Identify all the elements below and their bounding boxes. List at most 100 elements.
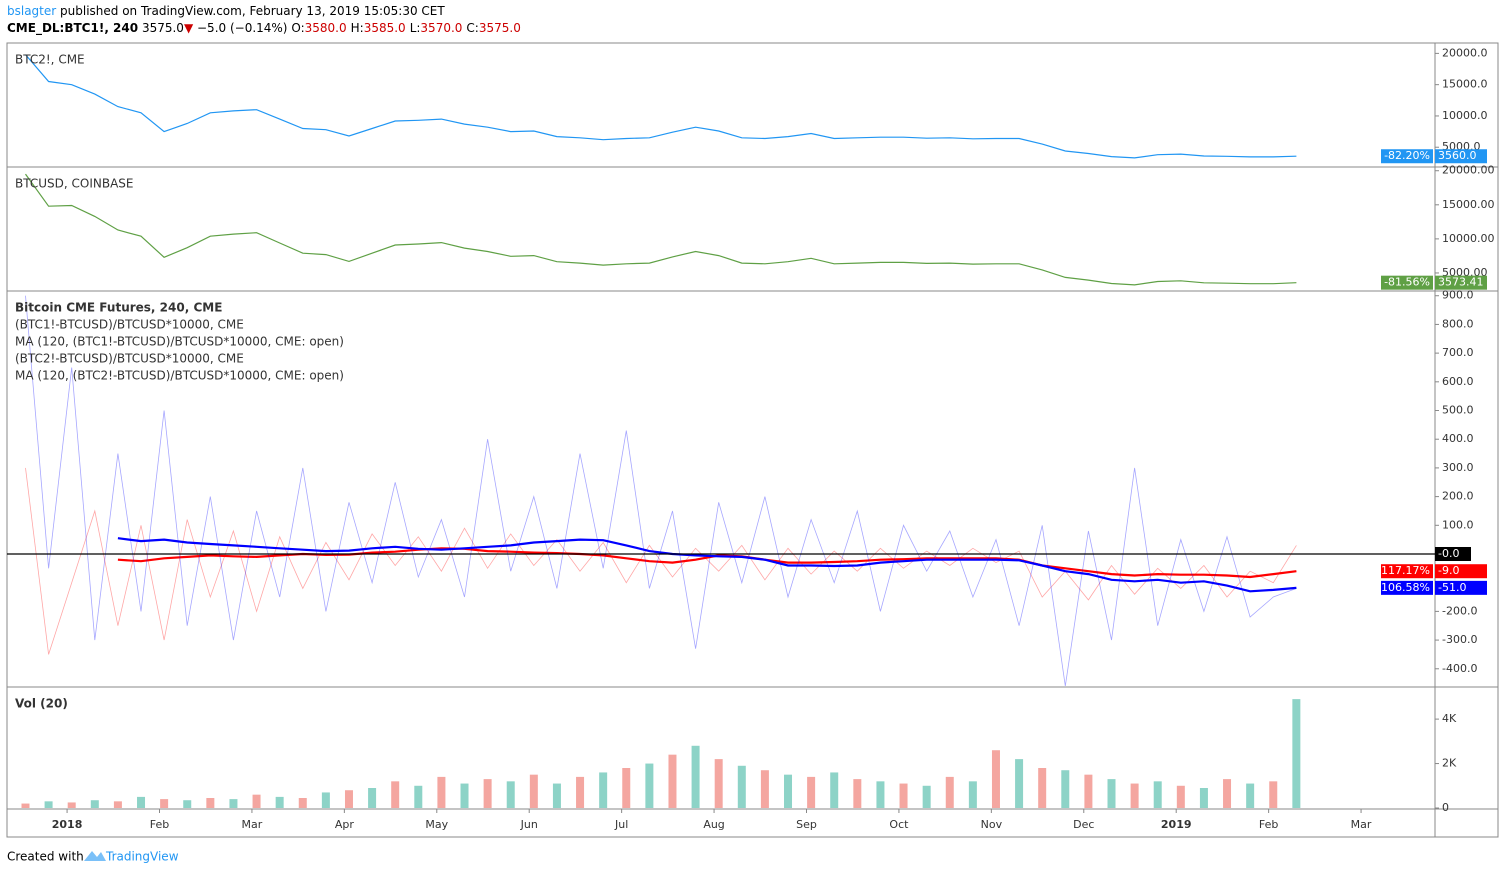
volume-bar: [991, 750, 1000, 808]
volume-bar: [1061, 770, 1070, 808]
volume-bar: [160, 799, 169, 808]
y-tick-label: 700.0: [1442, 346, 1474, 359]
tag-price: -9.0: [1438, 564, 1459, 577]
volume-bar: [391, 781, 400, 808]
x-tick-label: Mar: [242, 818, 263, 831]
legend-entry: BTCUSD, COINBASE: [15, 177, 134, 191]
volume-bar: [1223, 779, 1232, 808]
symbol: CME_DL:BTC1!, 240: [7, 21, 139, 35]
volume-bar: [1038, 768, 1047, 808]
x-tick-label: Feb: [1259, 818, 1278, 831]
pane: [25, 54, 1297, 159]
y-tick-label: -200.0: [1442, 604, 1477, 617]
volume-bar: [576, 776, 585, 808]
volume-bar: [552, 783, 561, 808]
pane: [21, 699, 1301, 808]
x-tick-label: Aug: [703, 818, 724, 831]
tag-change-box: [1381, 564, 1433, 579]
ohlc-value: 3585.0: [363, 21, 406, 35]
volume-bar: [807, 776, 816, 808]
volume-bar: [368, 788, 377, 808]
ohlc-label: H:: [350, 21, 364, 35]
x-tick-label: Mar: [1351, 818, 1372, 831]
y-tick-label: 15000.00: [1442, 198, 1495, 211]
x-tick-label: Nov: [981, 818, 1003, 831]
author[interactable]: bslagter: [7, 4, 57, 18]
y-tick-label: 300.0: [1442, 461, 1474, 474]
legend-entry: BTC2!, CME: [15, 53, 85, 67]
footer-brand[interactable]: TradingView: [105, 850, 179, 864]
pane: [25, 173, 1297, 286]
tag-price: 3560.0: [1438, 149, 1477, 162]
last-price: 3575.0: [141, 21, 184, 35]
x-tick-label: Jul: [614, 818, 628, 831]
ohlc-value: 3570.0: [420, 21, 463, 35]
x-tick-label: Oct: [889, 818, 909, 831]
volume-bar: [298, 798, 307, 808]
tag-change: -81.56%: [1384, 276, 1430, 289]
volume-bar: [899, 783, 908, 808]
chart-frame: [6, 42, 1499, 838]
y-tick-label: 2K: [1442, 757, 1457, 770]
tag-change-box: [1381, 580, 1433, 595]
volume-bar: [853, 779, 862, 808]
tag-change: -117.17%: [1377, 564, 1430, 577]
volume-bar: [67, 802, 76, 808]
volume-bar: [691, 745, 700, 808]
arrow: ▼: [183, 21, 194, 35]
volume-bar: [968, 781, 977, 808]
volume-bar: [922, 785, 931, 808]
ohlc-label: L:: [409, 21, 421, 35]
volume-bar: [460, 783, 469, 808]
volume-bar: [1084, 774, 1093, 808]
volume-bar: [137, 796, 146, 808]
legend-entry: MA (120, (BTC2!-BTCUSD)/BTCUSD*10000, CM…: [15, 369, 344, 383]
footer-created: Created with: [7, 850, 84, 864]
zero-tag-label: -0.0: [1438, 547, 1459, 560]
volume-bar: [321, 792, 330, 808]
tag-price-box: [1435, 275, 1487, 290]
volume-bar: [622, 768, 631, 808]
logo: [84, 851, 106, 861]
x-tick-label: 2019: [1161, 818, 1192, 831]
ohlc-value: 3580.0: [304, 21, 347, 35]
volume-bar: [945, 776, 954, 808]
header: bslagter published on TradingView.com, F…: [7, 4, 445, 18]
volume-bar: [1269, 781, 1278, 808]
y-tick-label: 10000.0: [1442, 109, 1488, 122]
volume-bar: [206, 798, 215, 808]
volume-bar: [506, 781, 515, 808]
x-tick-label: 2018: [52, 818, 83, 831]
y-tick-label: 10000.00: [1442, 232, 1495, 245]
y-tick-label: 900.0: [1442, 289, 1474, 302]
tag-price-box: [1435, 564, 1487, 579]
series-line: [117, 547, 1297, 579]
tag-price-box: [1435, 580, 1487, 595]
volume-bar: [483, 779, 492, 808]
symbol-bar: CME_DL:BTC1!, 240 3575.0▼ −5.0 (−0.14%) …: [7, 21, 525, 35]
zero-tag: [1435, 546, 1471, 561]
volume-bar: [1130, 783, 1139, 808]
legend-entry: (BTC2!-BTCUSD)/BTCUSD*10000, CME: [15, 352, 244, 366]
ohlc-label: C:: [466, 21, 479, 35]
volume-bar: [437, 776, 446, 808]
tag-change-box: [1381, 275, 1433, 290]
tag-price-box: [1435, 149, 1487, 164]
volume-bar: [529, 774, 538, 808]
volume-bar: [183, 800, 192, 808]
series-line: [117, 537, 1297, 593]
series-line: [25, 54, 1297, 159]
y-tick-label: 500.0: [1442, 404, 1474, 417]
volume-bar: [1015, 759, 1024, 808]
series-line: [25, 295, 1297, 686]
volume-bar: [784, 774, 793, 808]
ohlc: O:3580.0 H:3585.0 L:3570.0 C:3575.0: [291, 21, 525, 35]
volume-bar: [113, 801, 122, 808]
y-tick-label: 20000.00: [1442, 164, 1495, 177]
tag-change: -82.20%: [1384, 149, 1430, 162]
y-tick-label: 100.0: [1442, 518, 1474, 531]
volume-bar: [229, 799, 238, 808]
pane-title: Bitcoin CME Futures, 240, CME: [15, 301, 222, 315]
pane-title: Vol (20): [15, 697, 68, 711]
